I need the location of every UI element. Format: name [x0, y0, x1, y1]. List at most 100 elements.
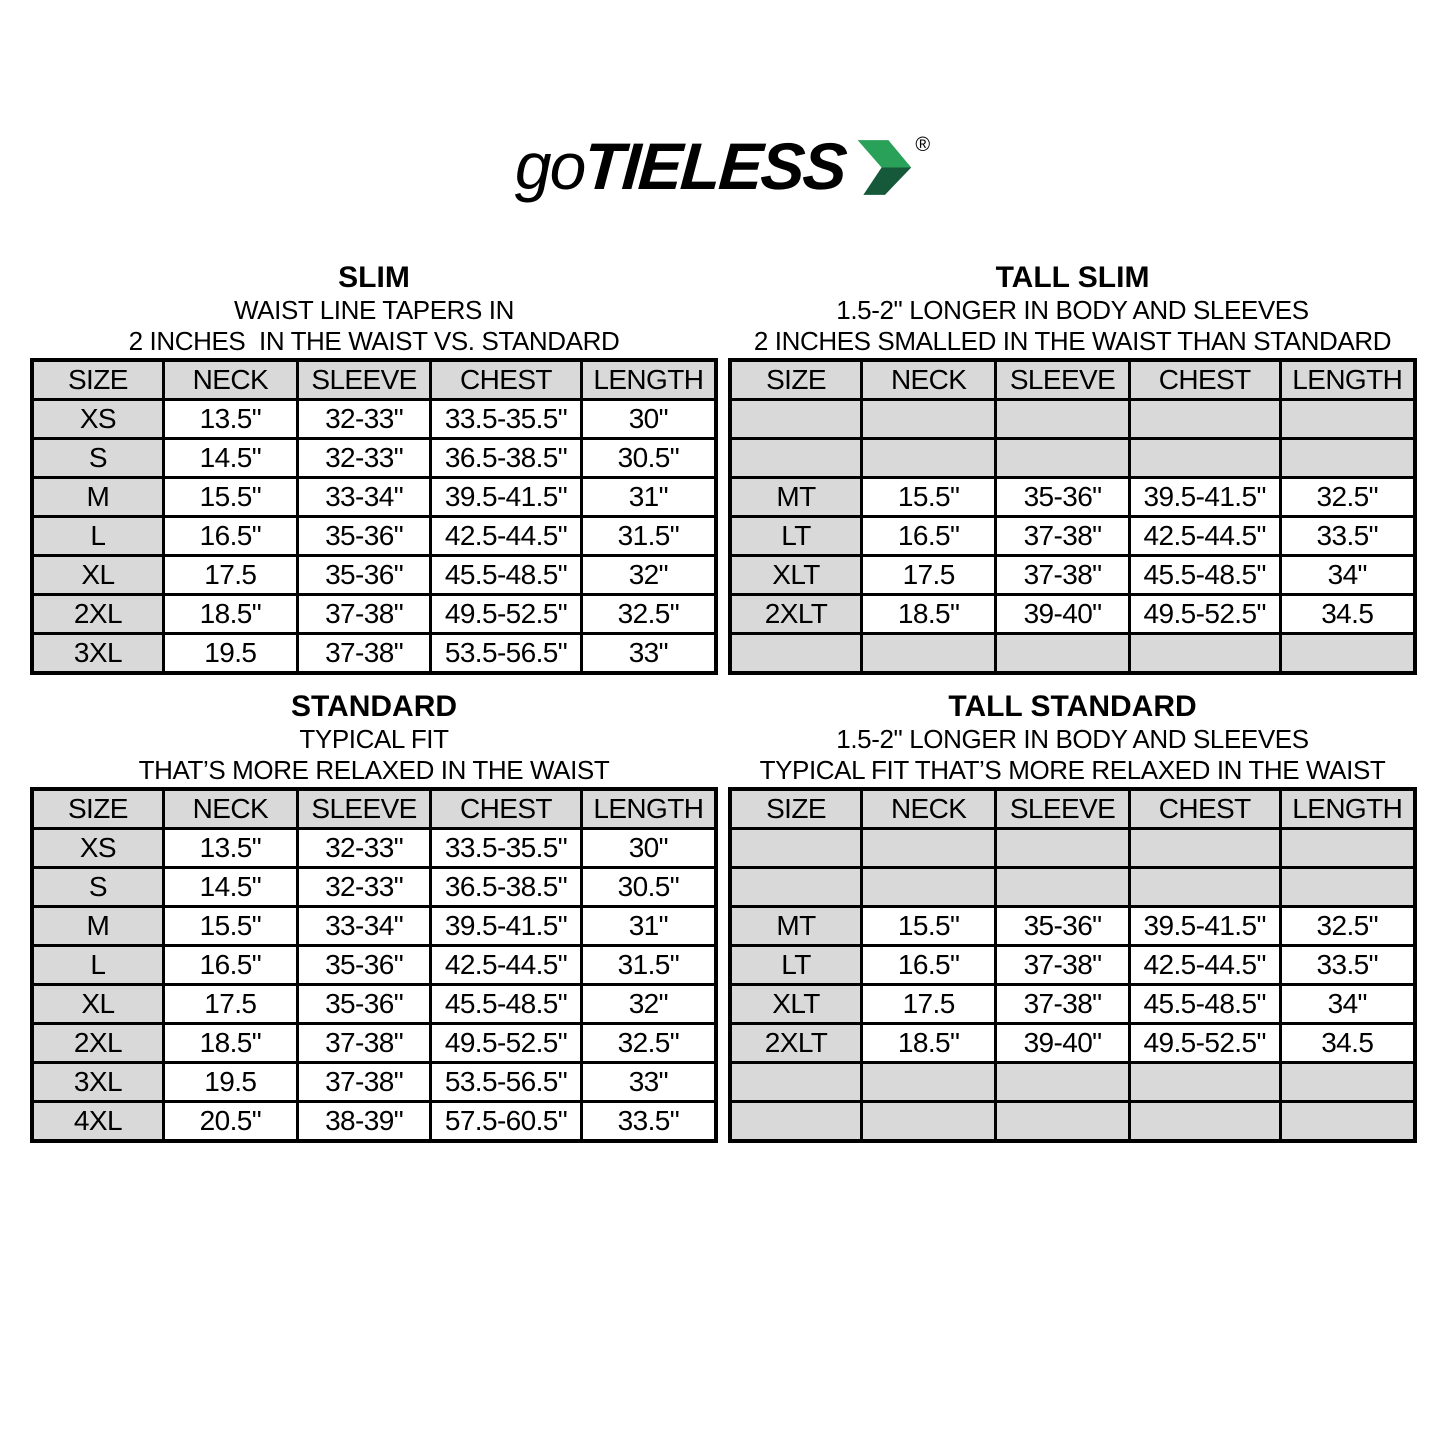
column-header-neck: NECK — [161, 787, 299, 830]
length-cell: 32" — [579, 983, 718, 1025]
sleeve-cell: 37-38" — [295, 593, 433, 635]
chest-cell — [1127, 866, 1282, 908]
neck-cell: 13.5" — [161, 827, 299, 869]
logo-go-text: go — [514, 129, 586, 203]
chest-cell: 53.5-56.5" — [429, 1061, 583, 1103]
sleeve-cell: 32-33" — [295, 866, 433, 908]
length-cell — [1278, 398, 1417, 440]
size-row-mt: MT 15.5" 35-36" 39.5-41.5" 32.5" — [728, 905, 1417, 947]
column-header-chest: CHEST — [1127, 358, 1282, 401]
chest-cell: 45.5-48.5" — [429, 983, 583, 1025]
size-cell: 4XL — [30, 1100, 165, 1143]
sleeve-cell: 35-36" — [295, 554, 433, 596]
length-cell: 34" — [1278, 983, 1417, 1025]
sleeve-cell — [994, 1061, 1131, 1103]
chest-cell: 42.5-44.5" — [429, 515, 583, 557]
size-cell: LT — [728, 515, 864, 557]
sleeve-cell: 39-40" — [994, 593, 1131, 635]
tall-standard-size-table: SIZE NECK SLEEVE CHEST LENGTH MT 15.5" 35-36" 39… — [728, 787, 1417, 1143]
size-tables-grid: SLIM WAIST LINE TAPERS IN 2 INCHES IN TH… — [0, 260, 1445, 1143]
sleeve-cell — [994, 398, 1131, 440]
size-row-xl: XL 17.5 35-36" 45.5-48.5" 32" — [30, 554, 718, 596]
size-cell — [728, 866, 864, 908]
neck-cell: 18.5" — [860, 1022, 998, 1064]
slim-size-table: SIZE NECK SLEEVE CHEST LENGTH XS 13.5" 32-33" 33… — [30, 358, 718, 675]
chest-cell — [1127, 1061, 1282, 1103]
length-cell — [1278, 1061, 1417, 1103]
size-row-s: S 14.5" 32-33" 36.5-38.5" 30.5" — [30, 866, 718, 908]
chest-cell — [1127, 827, 1282, 869]
section-title: TALL SLIM — [995, 261, 1150, 294]
size-row-4xl: 4XL 20.5" 38-39" 57.5-60.5" 33.5" — [30, 1100, 718, 1143]
length-cell: 31" — [579, 905, 718, 947]
column-header-chest: CHEST — [429, 787, 583, 830]
length-cell: 31.5" — [579, 944, 718, 986]
chest-cell: 45.5-48.5" — [1127, 554, 1282, 596]
length-cell: 33.5" — [1278, 515, 1417, 557]
registered-trademark: ® — [915, 134, 931, 156]
neck-cell — [860, 1061, 998, 1103]
size-cell: M — [30, 476, 165, 518]
chest-cell — [1127, 632, 1282, 675]
section-standard: STANDARD TYPICAL FIT THAT’S MORE RELAXED… — [30, 689, 718, 1143]
sleeve-cell: 32-33" — [295, 398, 433, 440]
sleeve-cell: 35-36" — [994, 905, 1131, 947]
sleeve-cell — [994, 632, 1131, 675]
chest-cell: 42.5-44.5" — [429, 944, 583, 986]
section-subtitle-2: TYPICAL FIT THAT’S MORE RELAXED IN THE W… — [759, 755, 1386, 785]
sleeve-cell — [994, 1100, 1131, 1143]
sleeve-cell: 39-40" — [994, 1022, 1131, 1064]
length-cell: 34.5 — [1278, 593, 1417, 635]
neck-cell: 15.5" — [860, 476, 998, 518]
sleeve-cell: 32-33" — [295, 437, 433, 479]
column-header-size: SIZE — [30, 787, 165, 830]
neck-cell: 14.5" — [161, 866, 299, 908]
length-cell: 33" — [579, 1061, 718, 1103]
chest-cell: 33.5-35.5" — [429, 827, 583, 869]
neck-cell: 16.5" — [161, 515, 299, 557]
sleeve-cell: 35-36" — [994, 476, 1131, 518]
column-header-sleeve: SLEEVE — [295, 787, 433, 830]
empty-row — [728, 827, 1417, 869]
size-cell: 3XL — [30, 632, 165, 675]
empty-row — [728, 632, 1417, 675]
length-cell — [1278, 827, 1417, 869]
chest-cell: 45.5-48.5" — [1127, 983, 1282, 1025]
chest-cell: 39.5-41.5" — [429, 476, 583, 518]
length-cell: 30" — [579, 398, 718, 440]
neck-cell: 18.5" — [860, 593, 998, 635]
neck-cell: 19.5 — [161, 632, 299, 675]
neck-cell — [860, 398, 998, 440]
length-cell — [1278, 632, 1417, 675]
column-header-length: LENGTH — [579, 358, 718, 401]
size-cell: XS — [30, 398, 165, 440]
neck-cell: 15.5" — [161, 905, 299, 947]
size-cell: 2XLT — [728, 593, 864, 635]
empty-row — [728, 866, 1417, 908]
section-standard-heading: STANDARD TYPICAL FIT THAT’S MORE RELAXED… — [30, 689, 718, 787]
chest-cell: 36.5-38.5" — [429, 437, 583, 479]
empty-row — [728, 398, 1417, 440]
neck-cell — [860, 437, 998, 479]
section-subtitle-1: 1.5-2" LONGER IN BODY AND SLEEVES — [836, 724, 1309, 754]
size-row-xlt: XLT 17.5 37-38" 45.5-48.5" 34" — [728, 983, 1417, 1025]
size-row-lt: LT 16.5" 37-38" 42.5-44.5" 33.5" — [728, 515, 1417, 557]
neck-cell: 15.5" — [860, 905, 998, 947]
sleeve-cell — [994, 866, 1131, 908]
size-row-mt: MT 15.5" 35-36" 39.5-41.5" 32.5" — [728, 476, 1417, 518]
column-header-chest: CHEST — [429, 358, 583, 401]
chest-cell: 49.5-52.5" — [1127, 1022, 1282, 1064]
size-row-2xl: 2XL 18.5" 37-38" 49.5-52.5" 32.5" — [30, 593, 718, 635]
brand-logo: go TIELESS ® — [0, 0, 1445, 204]
empty-row — [728, 437, 1417, 479]
chest-cell: 45.5-48.5" — [429, 554, 583, 596]
size-cell: 2XLT — [728, 1022, 864, 1064]
neck-cell: 13.5" — [161, 398, 299, 440]
size-row-3xl: 3XL 19.5 37-38" 53.5-56.5" 33" — [30, 1061, 718, 1103]
section-subtitle-2: 2 INCHES SMALLED IN THE WAIST THAN STAND… — [753, 326, 1392, 356]
section-subtitle-1: WAIST LINE TAPERS IN — [234, 295, 514, 325]
chest-cell: 39.5-41.5" — [429, 905, 583, 947]
column-header-chest: CHEST — [1127, 787, 1282, 830]
neck-cell: 16.5" — [161, 944, 299, 986]
sleeve-cell: 37-38" — [994, 515, 1131, 557]
